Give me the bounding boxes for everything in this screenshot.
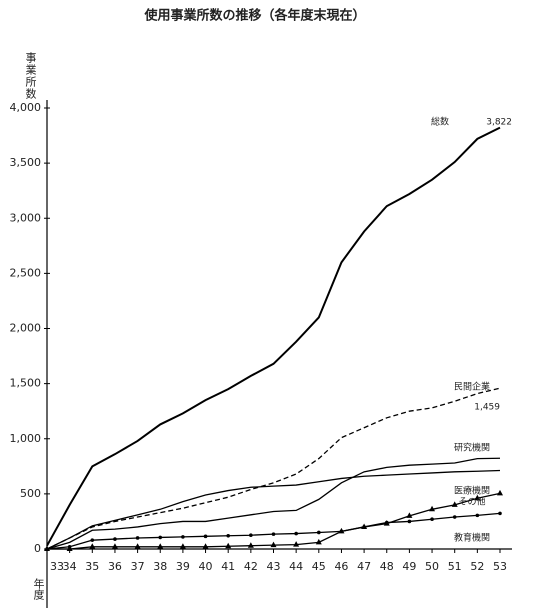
x-tick-label: 41: [221, 560, 235, 573]
series-line: [46, 126, 501, 547]
marker: [203, 534, 208, 539]
marker: [179, 543, 186, 549]
marker: [45, 547, 49, 551]
marker: [315, 538, 322, 545]
y-tick-label: 3,500: [10, 156, 42, 169]
legend-label: 医療機関: [454, 485, 490, 497]
y-tick-label: 500: [20, 487, 41, 500]
marker: [270, 541, 277, 548]
marker: [111, 543, 118, 549]
y-tick-label: 1,500: [10, 377, 42, 390]
marker: [407, 519, 412, 524]
x-tick-label: 44: [289, 560, 303, 573]
x-tick-label: 39: [176, 560, 190, 573]
x-tick-label: 33: [50, 560, 64, 573]
marker: [90, 538, 95, 542]
series-line: [46, 457, 501, 550]
series-line: [46, 387, 501, 550]
y-tick-label: 0: [34, 542, 41, 555]
marker: [113, 537, 117, 541]
marker: [249, 533, 253, 538]
marker: [271, 532, 276, 536]
y-tick-label: 2,000: [10, 322, 42, 335]
legend-label: 研究機関: [454, 442, 490, 454]
marker: [181, 535, 185, 539]
marker: [134, 543, 141, 549]
marker: [498, 511, 502, 516]
marker: [451, 501, 458, 507]
marker: [202, 543, 209, 549]
series-line: [46, 469, 501, 550]
marker: [384, 520, 389, 525]
legend-label: 総数: [431, 116, 449, 128]
marker: [429, 505, 436, 512]
marker: [226, 533, 230, 538]
value-label: 1,459: [474, 403, 500, 413]
x-tick-label: 43: [267, 560, 281, 573]
y-tick-label: 4,000: [10, 101, 42, 114]
marker: [430, 517, 434, 522]
marker: [225, 542, 232, 549]
chart-title: 使用事業所数の推移（各年度末現在）: [143, 8, 365, 24]
marker: [406, 512, 413, 518]
x-tick-label: 48: [380, 560, 394, 573]
marker: [293, 541, 300, 547]
marker: [294, 531, 298, 536]
legend-label: 民間企業: [454, 381, 490, 393]
x-tick-label: 35: [85, 560, 99, 573]
marker: [362, 525, 366, 529]
marker: [475, 513, 480, 518]
x-tick-label: 36: [108, 560, 122, 573]
x-tick-label: 34: [63, 560, 77, 573]
marker: [158, 535, 163, 540]
marker: [317, 530, 321, 535]
legend-label: 教育機関: [454, 532, 490, 544]
x-tick-label: 45: [312, 560, 326, 573]
marker: [157, 543, 164, 549]
marker: [474, 494, 481, 501]
marker: [452, 515, 457, 519]
x-axis-label: 年度: [32, 577, 45, 601]
marker: [339, 529, 344, 534]
marker: [67, 544, 72, 549]
y-tick-label: 2,500: [10, 266, 42, 279]
marker: [135, 536, 140, 540]
x-tick-label: 53: [493, 560, 507, 573]
y-tick-label: 3,000: [10, 211, 42, 224]
x-tick-label: 42: [244, 560, 258, 573]
x-tick-label: 52: [470, 560, 484, 573]
x-tick-label: 46: [334, 560, 348, 573]
x-tick-label: 49: [402, 560, 416, 573]
x-tick-label: 51: [448, 560, 462, 573]
y-axis-label: 事業所数: [24, 52, 37, 100]
x-tick-label: 40: [199, 560, 213, 573]
x-tick-label: 50: [425, 560, 439, 573]
x-tick-label: 38: [153, 560, 167, 573]
marker: [247, 542, 254, 548]
value-label: 3,822: [486, 118, 512, 128]
marker: [497, 489, 503, 496]
x-tick-label: 47: [357, 560, 371, 573]
legend-label: その他: [458, 496, 485, 508]
marker: [89, 543, 96, 549]
x-tick-label: 37: [131, 560, 145, 573]
y-tick-label: 1,000: [10, 432, 42, 445]
